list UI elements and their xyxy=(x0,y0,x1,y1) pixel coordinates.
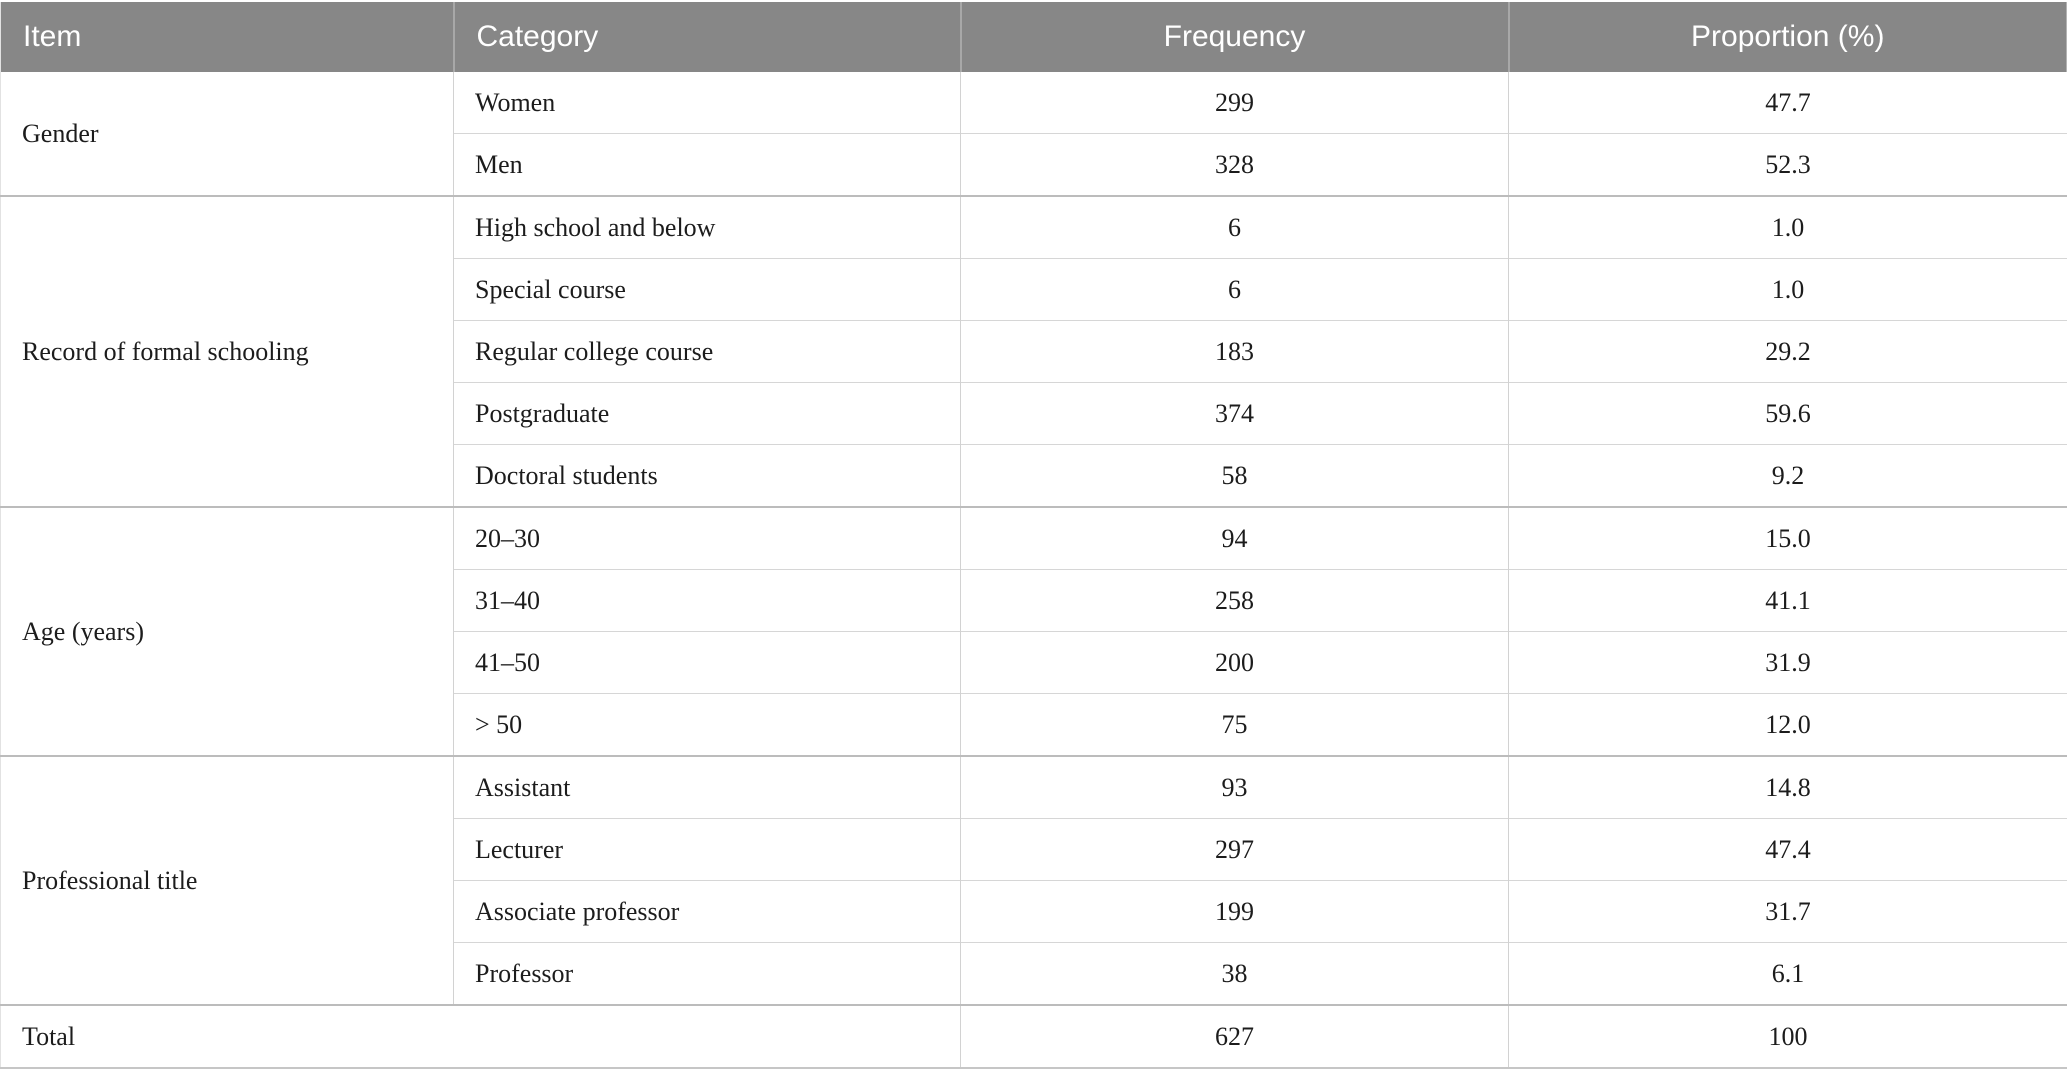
table-row: > 50 75 12.0 xyxy=(1,693,2067,756)
item-group-age: Age (years) xyxy=(0,506,454,756)
table-row: Lecturer 297 47.4 xyxy=(1,818,2067,881)
cell-proportion: 47.4 xyxy=(1508,818,2067,881)
cell-category: 31–40 xyxy=(453,569,961,632)
cell-frequency: 6 xyxy=(960,195,1509,259)
total-frequency: 627 xyxy=(960,1004,1509,1069)
cell-proportion: 52.3 xyxy=(1508,133,2067,196)
item-group-gender: Gender xyxy=(0,72,454,196)
cell-frequency: 93 xyxy=(960,755,1509,819)
cell-frequency: 200 xyxy=(960,631,1509,694)
cell-proportion: 14.8 xyxy=(1508,755,2067,819)
cell-proportion: 29.2 xyxy=(1508,320,2067,383)
item-group-schooling: Record of formal schooling xyxy=(0,195,454,507)
cell-proportion: 59.6 xyxy=(1508,382,2067,445)
cell-category: High school and below xyxy=(453,195,961,259)
header-row: Item Category Frequency Proportion (%) xyxy=(0,2,2067,72)
table-row: Special course 6 1.0 xyxy=(1,258,2067,321)
cell-proportion: 1.0 xyxy=(1508,258,2067,321)
cell-proportion: 15.0 xyxy=(1508,506,2067,570)
table-row: Postgraduate 374 59.6 xyxy=(1,382,2067,445)
table-row: Gender Women 299 47.7 xyxy=(0,72,2067,196)
cell-category: Associate professor xyxy=(453,880,961,943)
table-row: Doctoral students 58 9.2 xyxy=(1,444,2067,507)
table-row: Professor 38 6.1 xyxy=(1,942,2067,1005)
cell-proportion: 12.0 xyxy=(1508,693,2067,756)
table-row: Men 328 52.3 xyxy=(1,133,2067,196)
table-row: Associate professor 199 31.7 xyxy=(1,880,2067,943)
cell-frequency: 328 xyxy=(960,133,1509,196)
col-header-category: Category xyxy=(452,2,961,72)
table-row: Regular college course 183 29.2 xyxy=(1,320,2067,383)
cell-frequency: 38 xyxy=(960,942,1509,1005)
cell-frequency: 299 xyxy=(960,72,1509,134)
cell-proportion: 41.1 xyxy=(1508,569,2067,632)
cell-category: 41–50 xyxy=(453,631,961,694)
cell-category: Assistant xyxy=(453,755,961,819)
cell-frequency: 75 xyxy=(960,693,1509,756)
total-proportion: 100 xyxy=(1508,1004,2067,1069)
cell-frequency: 6 xyxy=(960,258,1509,321)
cell-frequency: 58 xyxy=(960,444,1509,507)
col-header-frequency: Frequency xyxy=(959,2,1509,72)
cell-category: 20–30 xyxy=(453,506,961,570)
cell-category: Women xyxy=(453,72,961,134)
table-row: Professional title Assistant 93 14.8 xyxy=(0,755,2067,1005)
cell-proportion: 6.1 xyxy=(1508,942,2067,1005)
cell-proportion: 47.7 xyxy=(1508,72,2067,134)
cell-frequency: 258 xyxy=(960,569,1509,632)
cell-category: Professor xyxy=(453,942,961,1005)
cell-frequency: 183 xyxy=(960,320,1509,383)
col-header-proportion: Proportion (%) xyxy=(1507,2,2067,72)
table-row: 31–40 258 41.1 xyxy=(1,569,2067,632)
cell-proportion: 9.2 xyxy=(1508,444,2067,507)
total-label: Total xyxy=(0,1004,961,1069)
cell-frequency: 199 xyxy=(960,880,1509,943)
total-row: Total 627 100 xyxy=(0,1004,2067,1069)
table-row: 41–50 200 31.9 xyxy=(1,631,2067,694)
cell-frequency: 374 xyxy=(960,382,1509,445)
cell-proportion: 31.9 xyxy=(1508,631,2067,694)
cell-frequency: 297 xyxy=(960,818,1509,881)
item-group-title: Professional title xyxy=(0,755,454,1005)
cell-category: Men xyxy=(453,133,961,196)
cell-category: > 50 xyxy=(453,693,961,756)
cell-category: Postgraduate xyxy=(453,382,961,445)
table-row: Record of formal schooling High school a… xyxy=(0,195,2067,507)
cell-category: Lecturer xyxy=(453,818,961,881)
table-row: Age (years) 20–30 94 15.0 xyxy=(0,506,2067,756)
cell-proportion: 31.7 xyxy=(1508,880,2067,943)
col-header-item: Item xyxy=(0,2,454,72)
cell-category: Regular college course xyxy=(453,320,961,383)
cell-frequency: 94 xyxy=(960,506,1509,570)
cell-proportion: 1.0 xyxy=(1508,195,2067,259)
cell-category: Special course xyxy=(453,258,961,321)
cell-category: Doctoral students xyxy=(453,444,961,507)
